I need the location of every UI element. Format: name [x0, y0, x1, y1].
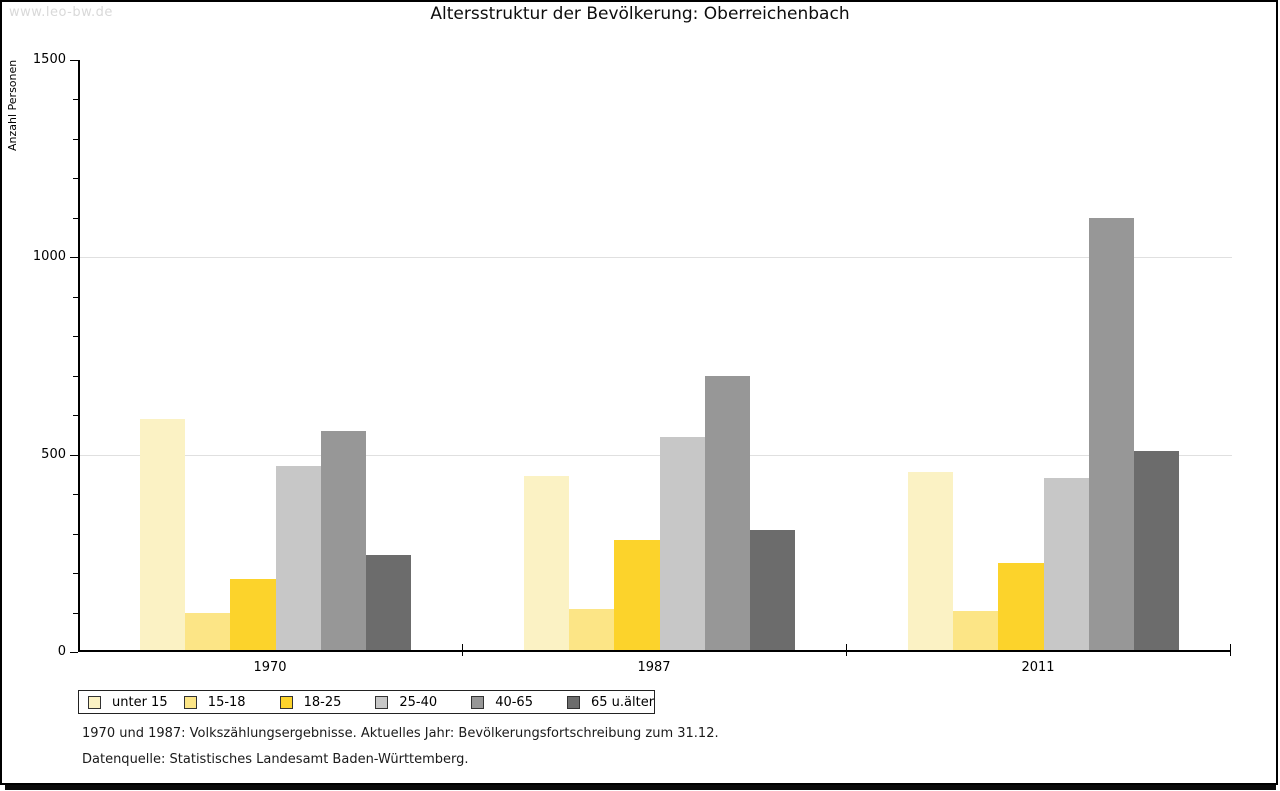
legend-label: 15-18 [207, 694, 246, 710]
legend-swatch-25-40 [375, 695, 389, 709]
legend-item-15-18: 15-18 [175, 695, 271, 710]
legend-label: 18-25 [303, 694, 342, 710]
legend-label: 65 u.älter [590, 694, 655, 710]
bar-2011-25-40 [1043, 478, 1089, 650]
bar-2011-18-25 [998, 563, 1044, 650]
bar-1987-18-25 [614, 539, 660, 650]
x-axis-tick [846, 644, 847, 656]
bottom-border-band [5, 785, 1276, 790]
y-axis-minor-tick [73, 415, 78, 417]
y-axis-title: Anzahl Personen [6, 59, 19, 151]
y-axis-minor-tick [73, 375, 78, 377]
x-category-label-2011: 2011 [1021, 660, 1055, 675]
legend-swatch-40-65 [471, 695, 485, 709]
bar-1970-40-65 [320, 430, 366, 650]
bar-1987-15-18 [569, 608, 615, 650]
watermark: www.leo-bw.de [9, 5, 113, 20]
bar-2011-65 u.älter [1134, 450, 1180, 650]
bar-1987-40-65 [704, 375, 750, 650]
x-axis-tick [1230, 644, 1231, 656]
bar-1970-15-18 [185, 612, 231, 650]
y-axis-minor-tick [73, 217, 78, 219]
x-category-label-1987: 1987 [637, 660, 671, 675]
plot-area [78, 60, 1232, 652]
gridline-1000 [80, 257, 1232, 259]
bar-1970-18-25 [230, 578, 276, 650]
y-axis-minor-tick [73, 336, 78, 338]
y-tick-label-1000: 1000 [32, 249, 66, 265]
y-tick-label-500: 500 [41, 446, 66, 462]
y-axis-minor-tick [73, 178, 78, 180]
legend-swatch-15-18 [183, 695, 197, 709]
legend-label: unter 15 [112, 694, 168, 710]
gridline-500 [80, 454, 1232, 456]
bar-2011-15-18 [953, 610, 999, 650]
bar-1970-25-40 [275, 466, 321, 650]
bar-2011-unter 15 [908, 472, 954, 650]
legend-item-65 u.älter: 65 u.älter [558, 695, 654, 710]
bar-1970-unter 15 [140, 419, 186, 650]
y-axis-minor-tick [73, 494, 78, 496]
y-axis-minor-tick [73, 296, 78, 298]
legend-item-40-65: 40-65 [462, 695, 558, 710]
y-axis-minor-tick [73, 138, 78, 140]
bar-1970-65 u.älter [366, 555, 412, 650]
bar-2011-40-65 [1088, 217, 1134, 650]
bar-1987-25-40 [659, 436, 705, 650]
legend-item-18-25: 18-25 [271, 695, 367, 710]
legend-label: 25-40 [399, 694, 438, 710]
legend-swatch-65 u.älter [566, 695, 580, 709]
legend-item-unter 15: unter 15 [79, 695, 175, 710]
y-axis-major-tick [70, 257, 78, 259]
bar-1987-unter 15 [524, 476, 570, 650]
legend: unter 15 15-18 18-25 25-40 40-65 65 u.älter [78, 690, 655, 714]
footnote-line-1: 1970 und 1987: Volkszählungsergebnisse. … [82, 726, 719, 741]
bar-1987-65 u.älter [750, 529, 796, 650]
y-axis-major-tick [70, 60, 78, 61]
y-tick-label-0: 0 [57, 644, 66, 659]
x-axis-tick [462, 644, 463, 656]
y-axis-minor-tick [73, 99, 78, 101]
y-axis-minor-tick [73, 533, 78, 535]
y-axis-major-tick [70, 652, 78, 653]
y-axis-major-tick [70, 454, 78, 456]
y-axis-minor-tick [73, 612, 78, 614]
legend-item-25-40: 25-40 [366, 695, 462, 710]
footnote-line-2: Datenquelle: Statistisches Landesamt Bad… [82, 752, 469, 767]
legend-swatch-unter 15 [88, 695, 101, 709]
legend-label: 40-65 [495, 694, 533, 710]
y-axis-minor-tick [73, 573, 78, 575]
x-category-label-1970: 1970 [253, 660, 287, 675]
y-tick-label-1500: 1500 [32, 52, 66, 67]
chart-title: Altersstruktur der Bevölkerung: Oberreic… [430, 4, 850, 24]
legend-swatch-18-25 [279, 695, 293, 709]
